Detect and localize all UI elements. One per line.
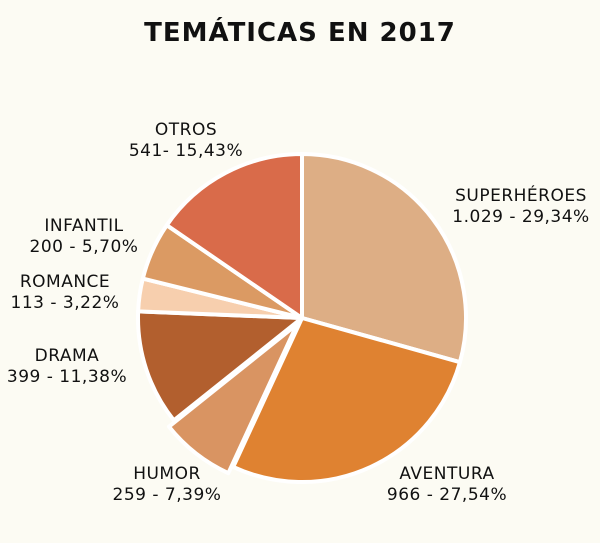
slice-value: 200 - 5,70% [29, 237, 139, 257]
pie-slice-drama [136, 309, 304, 423]
slice-label-romance: ROMANCE 113 - 3,22% [0, 272, 130, 314]
slice-name: INFANTIL [44, 216, 124, 236]
slice-name: HUMOR [133, 464, 201, 484]
slice-value: 259 - 7,39% [112, 485, 222, 505]
slice-value: 113 - 3,22% [10, 293, 120, 313]
pie-slice-superhéroes [300, 152, 468, 365]
pie-slice-otros [164, 152, 304, 320]
slice-label-infantil: INFANTIL 200 - 5,70% [14, 216, 154, 258]
slice-value: 399 - 11,38% [6, 367, 128, 387]
slice-label-aventura: AVENTURA 966 - 27,54% [372, 464, 522, 506]
slice-value: 1.029 - 29,34% [452, 207, 590, 227]
pie-slice-aventura [231, 316, 462, 484]
slice-label-humor: HUMOR 259 - 7,39% [92, 464, 242, 506]
slice-value: 966 - 27,54% [386, 485, 508, 505]
slice-name: AVENTURA [399, 464, 495, 484]
slice-label-otros: OTROS 541- 15,43% [116, 120, 256, 162]
slice-name: ROMANCE [19, 272, 111, 292]
pie-slice-humor [166, 322, 300, 476]
slice-name: OTROS [154, 120, 218, 140]
slice-value: 541- 15,43% [128, 141, 244, 161]
slice-label-drama: DRAMA 399 - 11,38% [2, 346, 132, 388]
slice-name: SUPERHÉROES [455, 186, 587, 206]
slice-label-superheroes: SUPERHÉROES 1.029 - 29,34% [446, 186, 596, 228]
slice-name: DRAMA [34, 346, 100, 366]
chart-title: TEMÁTICAS EN 2017 [144, 18, 456, 48]
